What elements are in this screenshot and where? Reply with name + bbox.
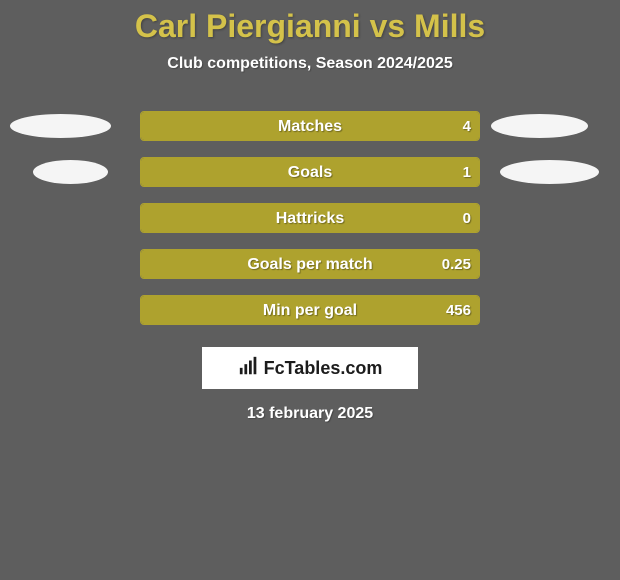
stat-bar-fill xyxy=(141,158,479,186)
left-ellipse xyxy=(33,160,108,184)
stat-row: Matches4 xyxy=(0,103,620,149)
watermark-text: FcTables.com xyxy=(264,358,383,379)
stat-bar: Goals per match0.25 xyxy=(140,249,480,279)
stat-bar-fill xyxy=(141,250,479,278)
stat-bar: Matches4 xyxy=(140,111,480,141)
stat-row: Goals per match0.25 xyxy=(0,241,620,287)
stat-bar-fill xyxy=(141,112,479,140)
stat-row: Hattricks0 xyxy=(0,195,620,241)
watermark-badge: FcTables.com xyxy=(202,347,418,389)
right-ellipse xyxy=(491,114,588,138)
stat-row: Min per goal456 xyxy=(0,287,620,333)
left-ellipse xyxy=(10,114,111,138)
subtitle: Club competitions, Season 2024/2025 xyxy=(0,55,620,73)
stats-chart: Matches4 Goals1 Hattricks0 Goals per match0… xyxy=(0,103,620,333)
stat-bar: Min per goal456 xyxy=(140,295,480,325)
comparison-card: Carl Piergianni vs Mills Club competitio… xyxy=(0,0,620,580)
stat-row: Goals1 xyxy=(0,149,620,195)
stat-bar-fill xyxy=(141,296,479,324)
stat-bar-fill xyxy=(141,204,479,232)
date-text: 13 february 2025 xyxy=(0,405,620,423)
stat-bar: Hattricks0 xyxy=(140,203,480,233)
right-ellipse xyxy=(500,160,599,184)
bar-chart-icon xyxy=(238,355,260,382)
stat-bar: Goals1 xyxy=(140,157,480,187)
page-title: Carl Piergianni vs Mills xyxy=(0,0,620,45)
